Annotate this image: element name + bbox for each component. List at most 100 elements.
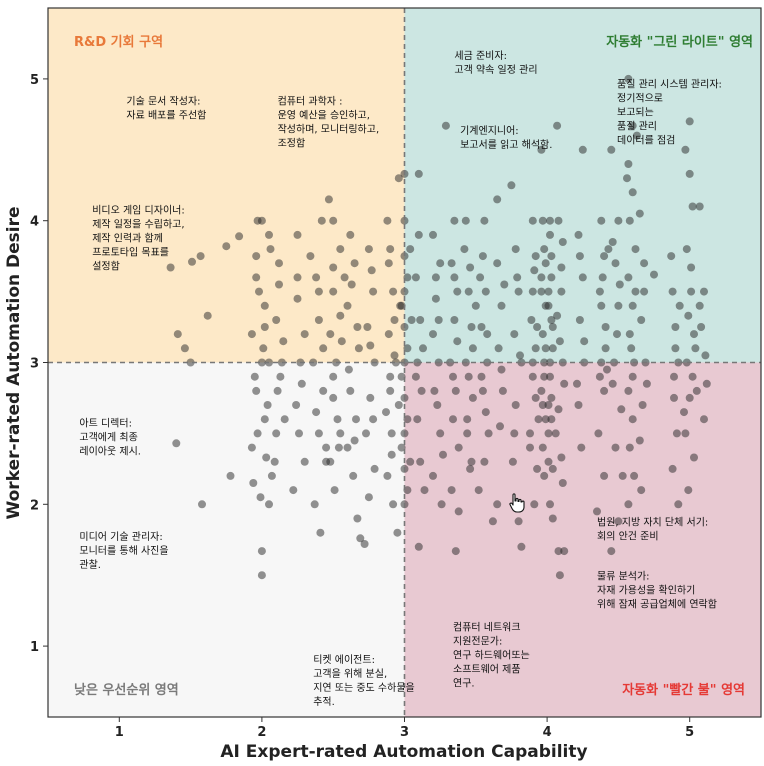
data-point xyxy=(316,529,324,537)
data-point xyxy=(516,351,524,359)
data-point xyxy=(545,458,553,466)
data-point xyxy=(669,465,677,473)
data-point xyxy=(389,500,397,508)
data-point xyxy=(643,380,651,388)
data-point xyxy=(294,231,302,239)
data-point xyxy=(322,444,330,452)
data-point xyxy=(188,258,196,266)
data-point xyxy=(386,245,394,253)
data-point xyxy=(261,302,269,310)
data-point xyxy=(691,344,699,352)
data-point xyxy=(295,429,303,437)
data-point xyxy=(329,264,337,272)
data-point xyxy=(452,547,460,555)
data-point xyxy=(684,312,692,320)
data-point xyxy=(331,486,339,494)
data-point xyxy=(319,344,327,352)
data-point xyxy=(249,479,257,487)
data-point xyxy=(298,380,306,388)
data-point xyxy=(406,245,414,253)
data-point xyxy=(597,217,605,225)
data-point xyxy=(600,472,608,480)
data-point xyxy=(596,373,604,381)
data-point xyxy=(600,387,608,395)
data-point xyxy=(463,415,471,423)
data-point xyxy=(418,387,426,395)
data-point xyxy=(624,273,632,281)
data-point xyxy=(265,231,273,239)
data-point xyxy=(532,344,540,352)
data-point xyxy=(455,507,463,515)
data-point xyxy=(460,245,468,253)
data-point xyxy=(671,323,679,331)
data-point xyxy=(326,330,334,338)
data-point xyxy=(532,394,540,402)
data-point xyxy=(509,458,517,466)
data-point xyxy=(559,479,567,487)
data-point xyxy=(553,122,561,130)
annotation-line: 기술 문서 작성자: xyxy=(126,95,200,107)
data-point xyxy=(421,486,429,494)
data-point xyxy=(385,330,393,338)
data-point xyxy=(435,316,443,324)
annotation-line: 고객 약속 일정 관리 xyxy=(454,64,537,76)
data-point xyxy=(482,288,490,296)
data-point xyxy=(281,415,289,423)
data-point xyxy=(430,387,438,395)
data-point xyxy=(248,330,256,338)
data-point xyxy=(272,316,280,324)
data-point xyxy=(681,146,689,154)
annotation-line: 세금 준비자: xyxy=(454,50,507,62)
data-point xyxy=(329,373,337,381)
data-point xyxy=(507,181,515,189)
data-point xyxy=(616,281,624,289)
data-point xyxy=(383,472,391,480)
data-point xyxy=(255,288,263,296)
data-point xyxy=(493,500,501,508)
data-point xyxy=(252,273,260,281)
annotation-line: 자재 가용성을 확인하기 xyxy=(597,584,695,597)
annotation-line: 지원전문가: xyxy=(453,636,502,648)
y-tick-label: 5 xyxy=(30,73,39,88)
annotation-line: 설정함 xyxy=(92,261,120,273)
data-point xyxy=(546,231,554,239)
data-point xyxy=(614,302,622,310)
data-point xyxy=(629,302,637,310)
data-point xyxy=(294,295,302,303)
data-point xyxy=(352,415,360,423)
data-point xyxy=(346,387,354,395)
data-point xyxy=(455,444,463,452)
data-point xyxy=(498,366,506,374)
data-point xyxy=(579,146,587,154)
data-point xyxy=(449,415,457,423)
data-point xyxy=(362,429,370,437)
data-point xyxy=(419,344,427,352)
data-point xyxy=(432,273,440,281)
data-point xyxy=(261,415,269,423)
data-point xyxy=(258,547,266,555)
data-point xyxy=(629,373,637,381)
data-point xyxy=(629,188,637,196)
data-point xyxy=(386,373,394,381)
data-point xyxy=(438,500,446,508)
data-point xyxy=(259,344,267,352)
data-point xyxy=(479,252,487,260)
data-point xyxy=(450,273,458,281)
data-point xyxy=(500,281,508,289)
data-point xyxy=(318,217,326,225)
data-point xyxy=(545,302,553,310)
data-point xyxy=(257,493,265,501)
annotation-line: 물류 분석가: xyxy=(597,571,650,583)
data-point xyxy=(489,517,497,525)
data-point xyxy=(271,458,279,466)
data-point xyxy=(469,394,477,402)
data-point xyxy=(436,259,444,267)
data-point xyxy=(388,429,396,437)
data-point xyxy=(478,373,486,381)
annotation-line: 기계엔지니어: xyxy=(460,125,519,137)
annotation-line: 운영 예산을 승인하고, xyxy=(278,108,370,121)
data-point xyxy=(475,486,483,494)
data-point xyxy=(496,422,504,430)
data-point xyxy=(533,465,541,473)
data-point xyxy=(602,323,610,331)
